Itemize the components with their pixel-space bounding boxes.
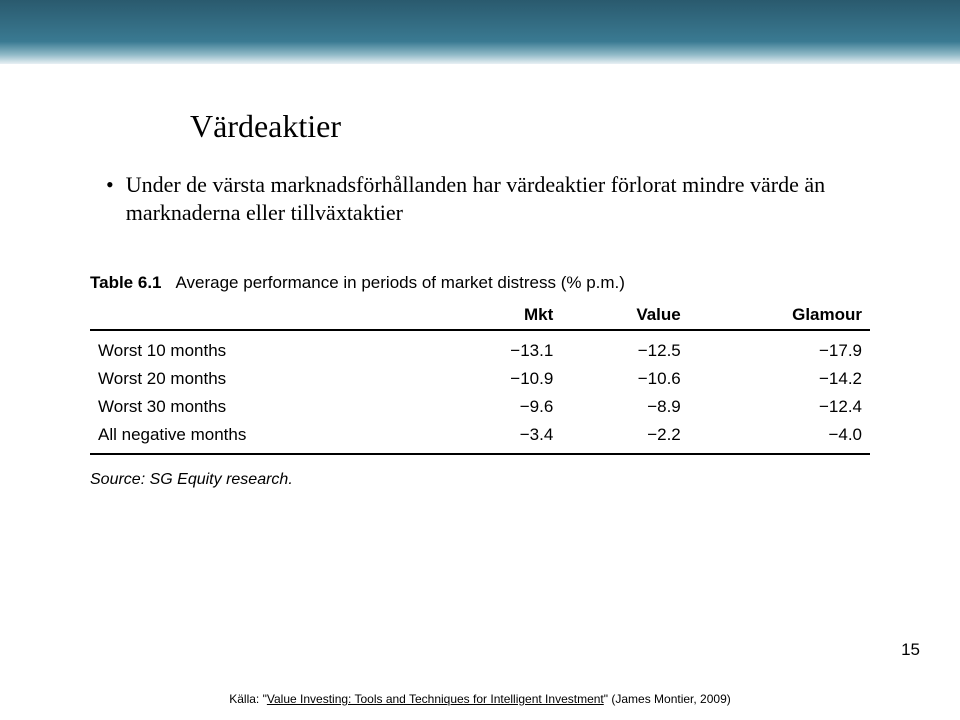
table-cell: −12.5 [561, 330, 688, 365]
table-header-cell: Value [561, 301, 688, 330]
footer-prefix: Källa: [229, 692, 262, 706]
slide-title: Värdeaktier [190, 108, 870, 145]
table-cell: −4.0 [689, 421, 870, 454]
table-row: Worst 30 months −9.6 −8.9 −12.4 [90, 393, 870, 421]
table-cell: −3.4 [437, 421, 562, 454]
table-row: All negative months −3.4 −2.2 −4.0 [90, 421, 870, 454]
table-cell: −14.2 [689, 365, 870, 393]
table-cell: −8.9 [561, 393, 688, 421]
table-cell: Worst 30 months [90, 393, 437, 421]
footer-citation: Källa: "Value Investing: Tools and Techn… [0, 692, 960, 706]
header-gradient-bar [0, 0, 960, 64]
table-header-cell: Glamour [689, 301, 870, 330]
table-source: Source: SG Equity research. [90, 471, 870, 489]
bullet-marker: • [106, 171, 114, 199]
table-cell: −10.6 [561, 365, 688, 393]
table-caption-label: Table 6.1 [90, 273, 162, 292]
table-cell: −12.4 [689, 393, 870, 421]
table-header-cell [90, 301, 437, 330]
table-cell: −17.9 [689, 330, 870, 365]
table-row: Worst 20 months −10.9 −10.6 −14.2 [90, 365, 870, 393]
table-caption-text: Average performance in periods of market… [176, 273, 625, 292]
table-row: Worst 10 months −13.1 −12.5 −17.9 [90, 330, 870, 365]
slide-root: Värdeaktier • Under de värsta marknadsfö… [0, 0, 960, 720]
table-header-cell: Mkt [437, 301, 562, 330]
page-number: 15 [901, 640, 920, 660]
table-caption: Table 6.1 Average performance in periods … [90, 273, 870, 293]
table-cell: −10.9 [437, 365, 562, 393]
performance-table: Mkt Value Glamour Worst 10 months −13.1 … [90, 301, 870, 455]
bullet-item: • Under de värsta marknadsförhållanden h… [106, 171, 870, 227]
slide-content: Värdeaktier • Under de värsta marknadsfö… [0, 64, 960, 489]
table-cell: −13.1 [437, 330, 562, 365]
footer-suffix: " (James Montier, 2009) [604, 692, 731, 706]
table-header-row: Mkt Value Glamour [90, 301, 870, 330]
table-cell: −2.2 [561, 421, 688, 454]
table-cell: −9.6 [437, 393, 562, 421]
table-cell: Worst 20 months [90, 365, 437, 393]
footer-linked-title: Value Investing: Tools and Techniques fo… [267, 692, 604, 706]
table-cell: Worst 10 months [90, 330, 437, 365]
bullet-text: Under de värsta marknadsförhållanden har… [126, 171, 826, 227]
table-cell: All negative months [90, 421, 437, 454]
